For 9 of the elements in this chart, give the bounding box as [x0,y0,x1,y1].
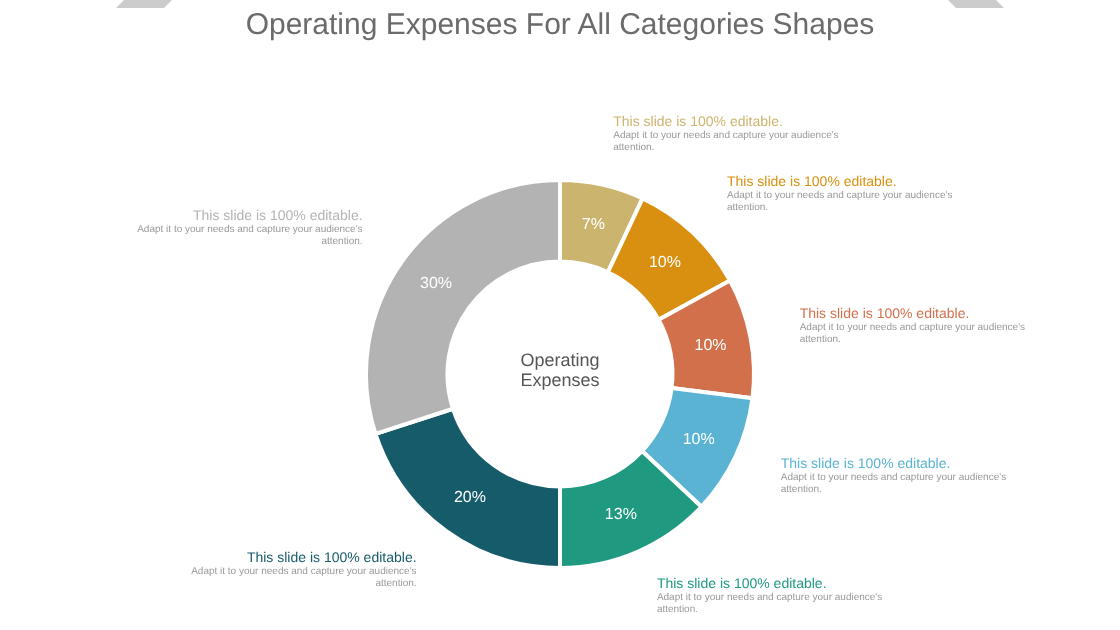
text: Operating Expenses [518,350,602,390]
data-label: 10% [694,335,727,354]
data-label: 30% [419,274,453,293]
data-label: 20% [453,488,486,507]
data-label: 13% [604,505,637,524]
data-label: 10% [682,429,715,448]
data-label: 10% [648,252,681,271]
chart-title: Operating Expenses For All Categories Shapes [243,8,877,42]
data-label: 7% [581,214,605,233]
